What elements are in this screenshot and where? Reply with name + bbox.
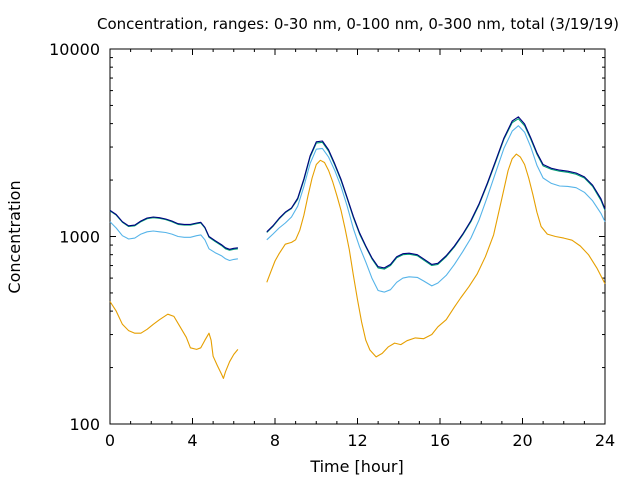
axis-ticks	[109, 48, 606, 425]
series-0	[109, 153, 606, 379]
x-tick-label: 12	[347, 431, 367, 450]
series-2	[109, 118, 606, 270]
series-line	[109, 221, 238, 262]
x-tick-label: 16	[430, 431, 450, 450]
series-line	[266, 153, 606, 358]
series-line	[109, 210, 238, 251]
chart-title: Concentration, ranges: 0-30 nm, 0-100 nm…	[97, 15, 619, 33]
y-tick-label: 1000	[59, 228, 100, 247]
y-tick-label: 100	[69, 415, 100, 434]
x-axis-label: Time [hour]	[309, 457, 403, 476]
series-1	[109, 125, 606, 293]
series-line	[109, 209, 238, 250]
plot-frame	[109, 48, 606, 425]
x-tick-label: 4	[187, 431, 197, 450]
series-line	[266, 118, 606, 270]
series-line	[266, 116, 606, 269]
y-tick-label: 10000	[49, 40, 100, 59]
series-line	[266, 125, 606, 293]
series-line	[109, 301, 239, 379]
x-tick-label: 0	[105, 431, 115, 450]
tick-labels: 0 4 8 12 16 20 24 100 1000 10000	[49, 40, 615, 450]
x-tick-label: 20	[512, 431, 532, 450]
x-tick-label: 24	[595, 431, 615, 450]
x-tick-label: 8	[270, 431, 280, 450]
y-axis-label: Concentration	[5, 180, 24, 293]
series-layer	[109, 116, 606, 379]
series-3	[109, 116, 606, 269]
